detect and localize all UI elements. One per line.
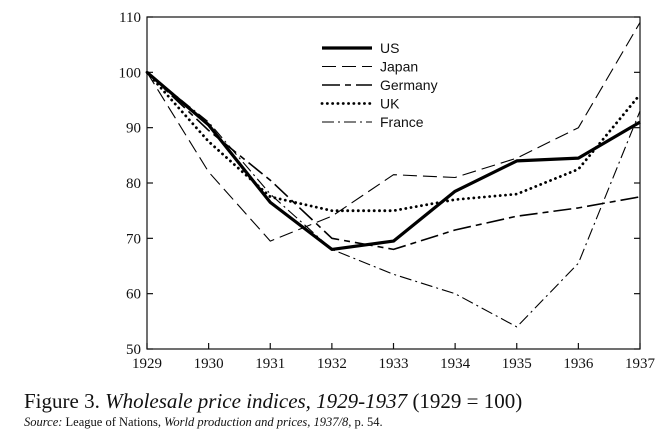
series-line-japan [146,22,641,242]
x-tick-label: 1929 [132,356,162,372]
legend-label-germany: Germany [380,77,438,93]
figure-number: Figure 3. [24,389,100,413]
y-tick-label: 80 [126,176,141,192]
x-tick-label: 1934 [440,356,471,372]
y-tick-label: 110 [119,10,141,26]
legend-label-japan: Japan [380,59,418,75]
y-axis: 50 60 70 80 90 100 110 [119,10,640,358]
legend-label-uk: UK [380,96,400,112]
x-tick-label: 1935 [502,356,532,372]
y-tick-label: 100 [119,65,142,81]
y-tick-label: 70 [126,231,141,247]
figure-caption: Figure 3. Wholesale price indices, 1929-… [24,389,522,414]
x-axis: 1929 1930 1931 1932 1933 1934 1935 1936 1937 [132,343,656,372]
y-tick-label: 60 [126,287,141,303]
series-line-us [145,71,641,251]
legend: US Japan Germany UK France [320,40,438,130]
y-tick-label: 50 [126,342,141,358]
figure-note: (1929 = 100) [412,389,523,413]
y-tick-label: 90 [126,121,141,137]
chart: 50 60 70 80 90 100 110 1929 1930 1931 1932 1933 193… [119,10,656,372]
source-after: p. 54. [354,415,383,429]
x-tick-label: 1932 [317,356,347,372]
series-lines [145,22,642,328]
source-label: Source: [24,415,63,429]
x-tick-label: 1937 [625,356,656,372]
legend-label-us: US [380,40,399,56]
legend-label-france: France [380,114,424,130]
x-tick-label: 1931 [255,356,285,372]
series-line-france [146,71,641,328]
x-tick-label: 1936 [563,356,594,372]
figure-title: Wholesale price indices, 1929-1937 [105,389,408,413]
x-tick-label: 1933 [379,356,409,372]
source-work: World production and prices, 1937/8, [164,415,352,429]
source-before: League of Nations, [65,415,161,429]
series-line-germany [146,71,641,251]
x-tick-label: 1930 [194,356,224,372]
source-note: Source: League of Nations, World product… [24,415,383,430]
